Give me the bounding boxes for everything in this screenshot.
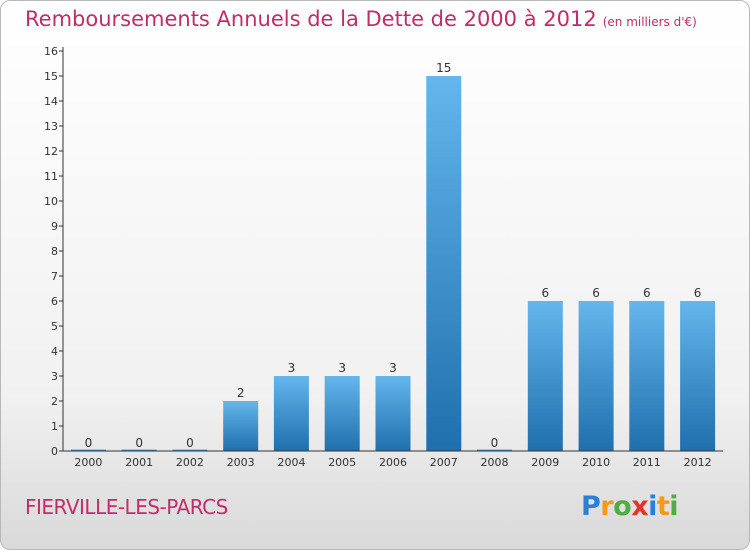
x-tick-label-2003: 2003 bbox=[227, 456, 255, 469]
bar-2006 bbox=[375, 376, 411, 451]
y-tick-label-16: 16 bbox=[44, 45, 58, 58]
y-tick-label-10: 10 bbox=[44, 195, 58, 208]
y-tick-label-15: 15 bbox=[44, 70, 58, 83]
data-label-2010: 6 bbox=[592, 286, 600, 300]
commune-name: FIERVILLE-LES-PARCS bbox=[25, 495, 228, 519]
data-label-2006: 3 bbox=[389, 361, 397, 375]
title-text: Remboursements Annuels de la Dette de 20… bbox=[25, 7, 597, 31]
x-tick-label-2006: 2006 bbox=[379, 456, 407, 469]
bar-2003 bbox=[223, 401, 259, 451]
data-label-2008: 0 bbox=[491, 436, 499, 450]
unit-label: (en milliers d'€) bbox=[602, 15, 697, 29]
y-tick-label-11: 11 bbox=[44, 170, 58, 183]
y-tick-label-6: 6 bbox=[51, 295, 58, 308]
bar-2012 bbox=[680, 301, 716, 451]
proxiti-logo: Proxiti bbox=[581, 491, 679, 522]
data-label-2012: 6 bbox=[694, 286, 702, 300]
bars-group: 0 0 0 2 3 3 3 15 0 6 6 6 6 bbox=[70, 61, 716, 451]
y-tick-label-7: 7 bbox=[51, 270, 58, 283]
y-tick-label-12: 12 bbox=[44, 145, 58, 158]
logo-letter: r bbox=[600, 491, 614, 522]
y-tick-label-14: 14 bbox=[44, 95, 58, 108]
bar-2005 bbox=[324, 376, 360, 451]
chart-title: Remboursements Annuels de la Dette de 20… bbox=[25, 7, 697, 31]
data-label-2011: 6 bbox=[643, 286, 651, 300]
x-tick-label-2004: 2004 bbox=[278, 456, 306, 469]
y-tick-label-5: 5 bbox=[51, 320, 58, 333]
logo-letter: o bbox=[613, 491, 632, 522]
data-label-2001: 0 bbox=[135, 436, 143, 450]
axes-group: 2000 2001 2002 2003 2004 2005 2006 2007 2008 2009… bbox=[44, 45, 723, 469]
x-tick-label-2000: 2000 bbox=[74, 456, 102, 469]
data-label-2005: 3 bbox=[338, 361, 346, 375]
x-tick-label-2010: 2010 bbox=[582, 456, 610, 469]
x-tick-label-2002: 2002 bbox=[176, 456, 204, 469]
data-label-2003: 2 bbox=[237, 386, 245, 400]
x-tick-label-2005: 2005 bbox=[328, 456, 356, 469]
x-tick-label-2011: 2011 bbox=[633, 456, 661, 469]
logo-letter: P bbox=[581, 491, 601, 522]
x-tick-label-2009: 2009 bbox=[531, 456, 559, 469]
bar-2004 bbox=[273, 376, 309, 451]
y-tick-label-8: 8 bbox=[51, 245, 58, 258]
x-tick-label-2008: 2008 bbox=[481, 456, 509, 469]
bar-2009 bbox=[527, 301, 563, 451]
y-tick-label-13: 13 bbox=[44, 120, 58, 133]
y-tick-label-9: 9 bbox=[51, 220, 58, 233]
logo-letter: i bbox=[648, 491, 657, 522]
data-label-2002: 0 bbox=[186, 436, 194, 450]
y-tick-label-0: 0 bbox=[51, 445, 58, 458]
y-tick-label-3: 3 bbox=[51, 370, 58, 383]
logo-letter: i bbox=[669, 491, 679, 522]
x-tick-label-2012: 2012 bbox=[684, 456, 712, 469]
y-tick-label-4: 4 bbox=[51, 345, 58, 358]
x-tick-label-2001: 2001 bbox=[125, 456, 153, 469]
bar-2001 bbox=[121, 449, 157, 451]
bar-2002 bbox=[172, 449, 208, 451]
y-tick-label-1: 1 bbox=[51, 420, 58, 433]
bar-2010 bbox=[578, 301, 614, 451]
data-label-2004: 3 bbox=[288, 361, 296, 375]
x-tick-label-2007: 2007 bbox=[430, 456, 458, 469]
bar-2011 bbox=[629, 301, 665, 451]
data-label-2007: 15 bbox=[436, 61, 451, 75]
bar-2000 bbox=[70, 449, 106, 451]
bar-2007 bbox=[426, 76, 462, 451]
data-label-2000: 0 bbox=[85, 436, 93, 450]
bar-2008 bbox=[477, 449, 512, 451]
data-label-2009: 6 bbox=[541, 286, 549, 300]
logo-letter: x bbox=[631, 491, 649, 522]
logo-letter: t bbox=[656, 491, 670, 522]
y-tick-label-2: 2 bbox=[51, 395, 58, 408]
